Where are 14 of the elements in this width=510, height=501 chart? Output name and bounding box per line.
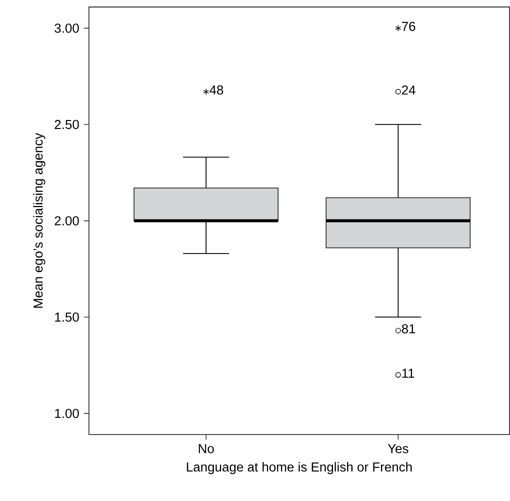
x-axis-title: Language at home is English or French (186, 462, 412, 474)
y-axis-title: Mean ego’s socialising agency (33, 133, 46, 308)
y-tick-label: 2.00 (54, 216, 79, 226)
x-tick-label: Yes (388, 444, 408, 454)
annotation: 81 (402, 324, 416, 334)
annotation: 11 (402, 368, 414, 378)
annotation: 76 (402, 22, 416, 32)
y-tick-label: 2.50 (54, 120, 79, 130)
y-tick-label: 1.00 (55, 409, 79, 418)
y-tick-label: 1.50 (55, 312, 79, 322)
annotation: 24 (402, 86, 416, 95)
y-tick-label: 3.00 (54, 24, 79, 33)
annotation: 48 (210, 86, 224, 95)
x-tick-label: No (198, 444, 214, 454)
